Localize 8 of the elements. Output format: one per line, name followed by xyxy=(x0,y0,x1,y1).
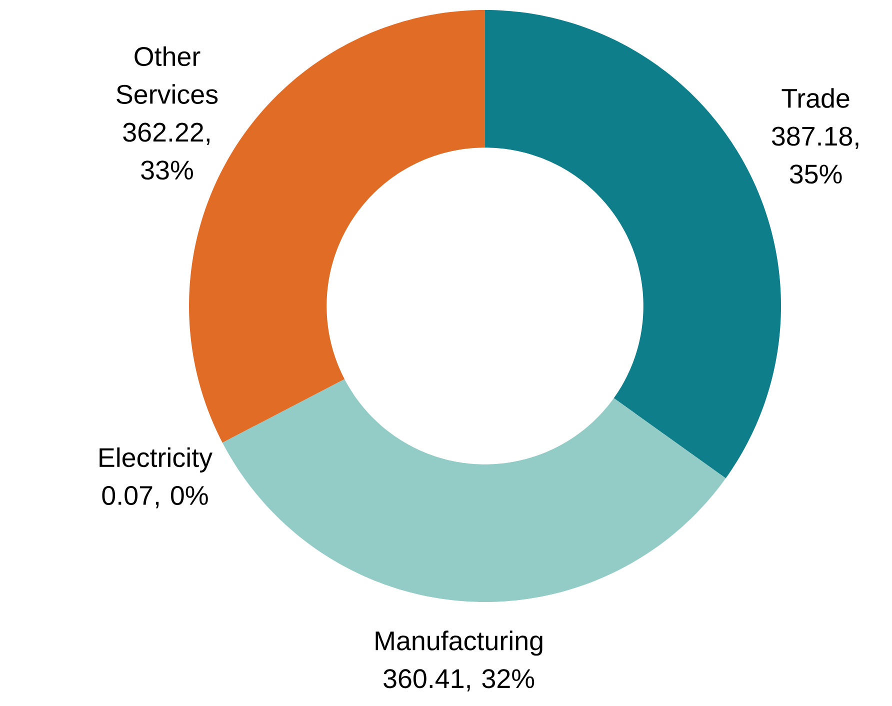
data-label: 360.41, 32% xyxy=(384,669,534,692)
slice-label: Manufacturing xyxy=(376,630,542,656)
slice-label: Other Services xyxy=(116,46,218,104)
data-label: 387.18, 35% xyxy=(772,126,858,184)
data-label: 0.07, 0% xyxy=(102,486,208,508)
slice-label: Electricity xyxy=(100,447,212,472)
data-label: 362.22, 33% xyxy=(123,122,210,180)
slice-label: Trade xyxy=(782,88,850,108)
